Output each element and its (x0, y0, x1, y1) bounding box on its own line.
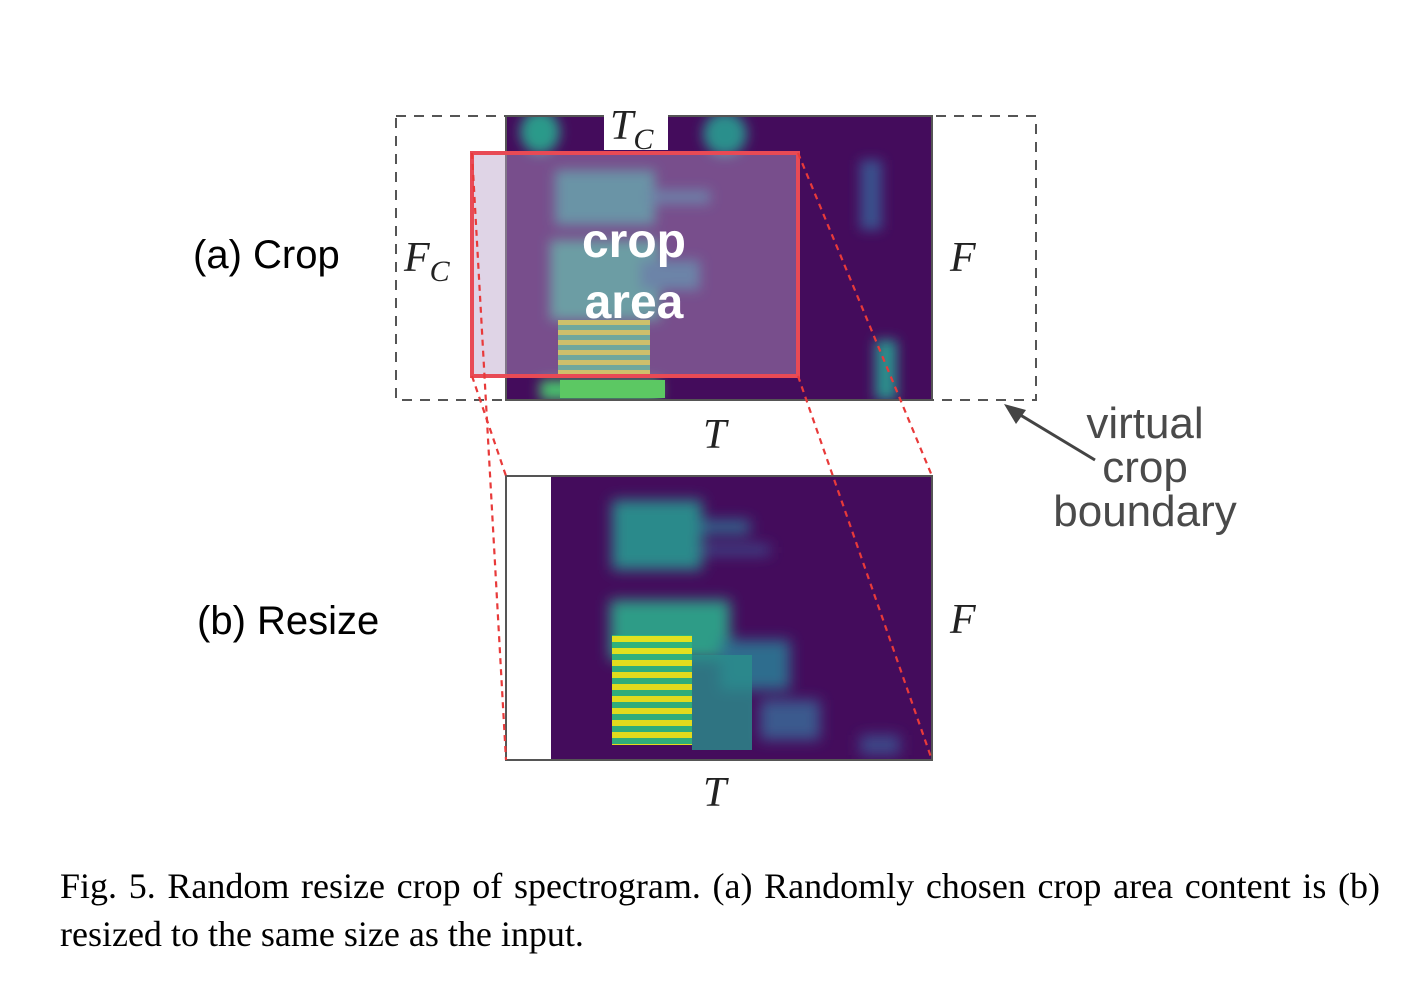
crop-area-overlay (472, 153, 798, 376)
resized-spectrogram-frame (505, 475, 933, 761)
resize-padding-area (506, 476, 551, 760)
arrow-head-icon (1004, 404, 1026, 424)
virtual-label-line2: crop (1102, 443, 1188, 492)
input-spectrogram-frame (505, 115, 933, 401)
virtual-crop-boundary (395, 115, 1037, 401)
crop-area-label-line2: area (585, 276, 684, 329)
fc-label: FC (403, 235, 451, 288)
f-label-top: F (949, 235, 976, 281)
t-label-bottom: T (703, 770, 729, 816)
projection-lines (470, 152, 934, 761)
tc-label: TC (610, 103, 654, 156)
virtual-label-line3: boundary (1053, 487, 1236, 536)
crop-area-label-line1: crop (582, 215, 686, 268)
f-label-bottom: F (949, 597, 976, 643)
t-label-top: T (703, 412, 729, 458)
row-label-resize: (b) Resize (197, 599, 379, 643)
row-label-crop: (a) Crop (193, 233, 340, 277)
figure-diagram: TC FC F T crop area (a) Crop virtual cro… (193, 103, 1237, 816)
virtual-label-line1: virtual (1086, 399, 1203, 448)
virtual-boundary-arrow (1011, 408, 1096, 462)
resized-spectrogram (551, 476, 932, 760)
crop-area-box (470, 151, 800, 378)
input-spectrogram (506, 116, 932, 400)
figure-caption: Fig. 5. Random resize crop of spectrogra… (60, 866, 1380, 954)
tc-label-background (604, 104, 668, 150)
